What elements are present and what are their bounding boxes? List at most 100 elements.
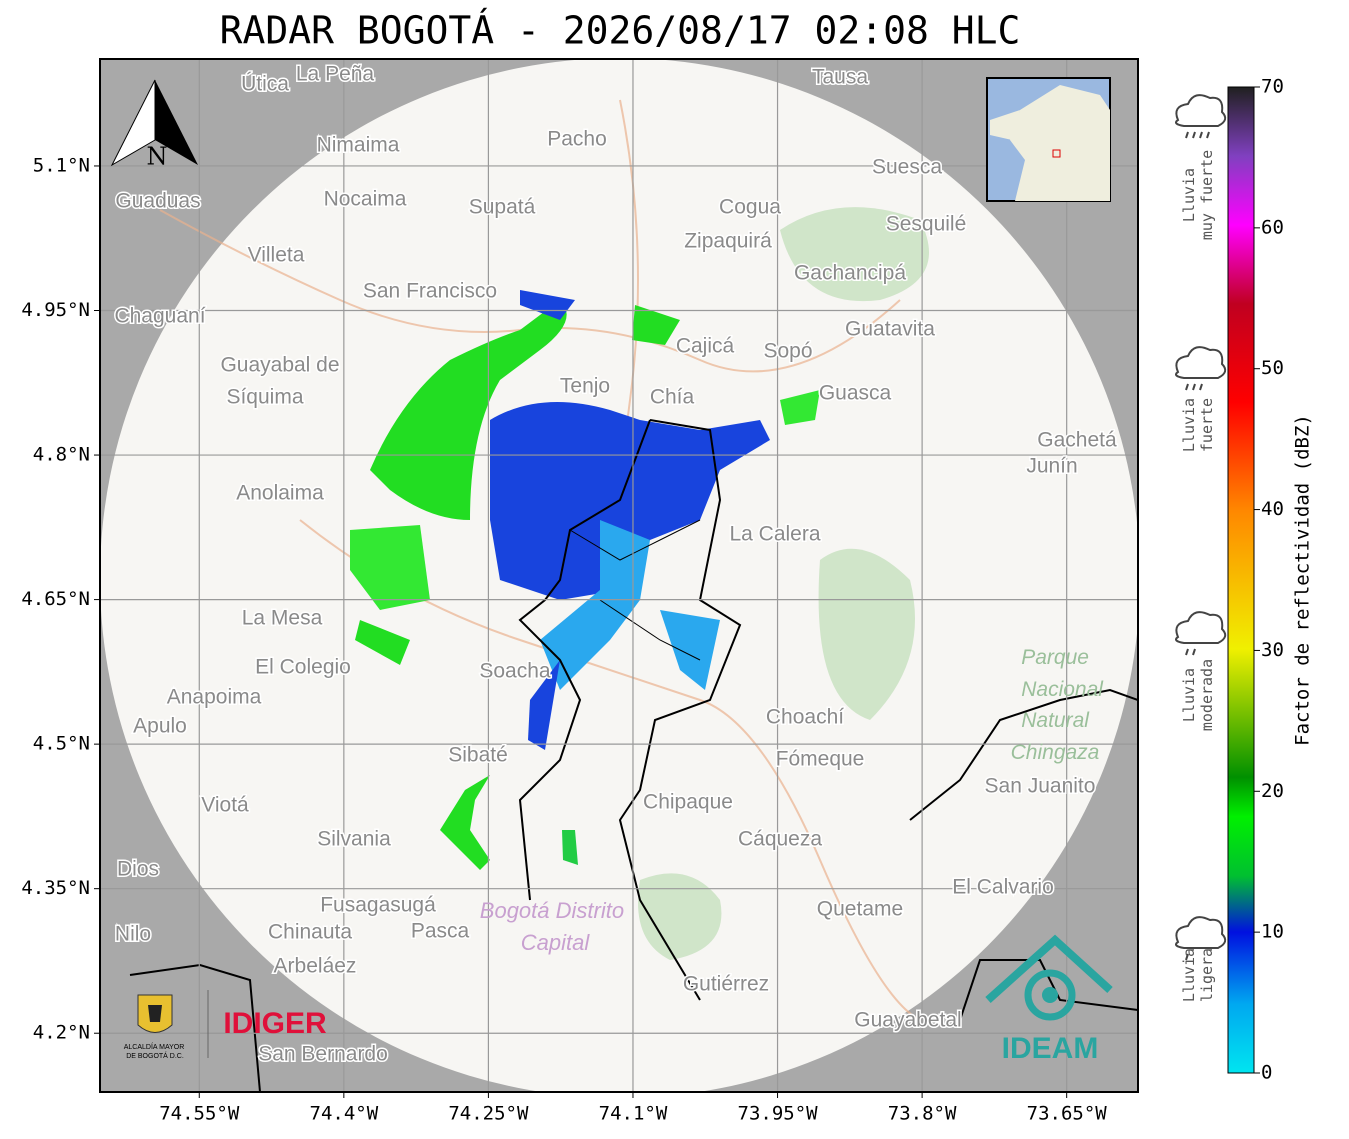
forest (638, 207, 929, 960)
place-label: Guayabetal (854, 1009, 961, 1032)
x-tick-label: 74.4°W (310, 1103, 379, 1125)
x-tick-label: 74.25°W (448, 1103, 529, 1125)
place-label: Dios (117, 858, 159, 881)
colorbar (1227, 86, 1255, 1074)
alcaldia-line: DE BOGOTÁ D.C. (126, 1051, 184, 1060)
intensity-line: moderada (1198, 659, 1216, 731)
map: Útica La Peña Tausa Pacho Nimaima Guaduas Noca… (100, 59, 1138, 1092)
place-label: Gachetá (1037, 429, 1117, 452)
x-tick-label: 73.95°W (738, 1103, 819, 1125)
place-label: Quetame (817, 898, 903, 921)
place-label: Nimaima (317, 134, 400, 157)
place-label: Villeta (248, 244, 305, 267)
x-tick-label: 73.8°W (888, 1103, 957, 1125)
y-tick-label: 5.1°N (33, 154, 90, 176)
place-label: San Francisco (363, 280, 497, 303)
place-label: Apulo (133, 715, 187, 738)
colorbar-label: Factor de reflectividad (dBZ) (1292, 414, 1314, 746)
inset-map (986, 77, 1111, 202)
place-label: Guaduas (115, 190, 200, 213)
place-label: Chinauta (268, 921, 352, 944)
colorbar-tick-label: 0 (1261, 1062, 1272, 1084)
place-label: Tausa (812, 66, 868, 89)
colorbar-tick-label: 60 (1261, 216, 1284, 238)
y-tick-label: 4.8°N (33, 444, 90, 466)
place-label: Gutiérrez (683, 973, 769, 996)
place-label: El Colegio (255, 656, 351, 679)
intensity-line: Lluvia (1180, 398, 1198, 452)
x-tick-label: 73.65°W (1027, 1103, 1108, 1125)
cloud-icon (1175, 94, 1227, 127)
place-label: Arbeláez (274, 955, 357, 978)
alcaldia-line: ALCALDÍA MAYOR (124, 1042, 185, 1051)
y-tick-label: 4.65°N (21, 588, 90, 610)
place-label: Anolaima (236, 482, 324, 505)
north-label: N (147, 143, 168, 171)
place-label: Cáqueza (738, 828, 822, 851)
intensity-label: Lluviamoderada (1180, 659, 1216, 731)
rain-drop (1206, 131, 1210, 139)
place-label: Chía (650, 386, 695, 409)
grid (100, 59, 1138, 1092)
rain-drop (1185, 648, 1189, 656)
map-frame (99, 58, 1139, 1093)
y-tick-label: 4.35°N (21, 877, 90, 899)
alcaldia-text: ALCALDÍA MAYOR DE BOGOTÁ D.C. (124, 1042, 187, 1060)
rain-drop (1185, 131, 1189, 139)
north-arrow: N (110, 79, 198, 171)
district-line: Bogotá Distrito (480, 898, 624, 923)
rain-drop (1199, 383, 1203, 391)
colorbar-tick-label: 20 (1261, 780, 1284, 802)
intensity-line: muy fuerte (1198, 150, 1216, 240)
cloud-icon (1175, 346, 1227, 379)
park-line: Natural (1021, 709, 1090, 732)
place-label: Nocaima (324, 188, 407, 211)
boundaries (129, 419, 1138, 1092)
x-tick-label: 74.1°W (599, 1103, 668, 1125)
district-label: Bogotá Distrito Capital (480, 898, 630, 955)
park-line: Parque (1021, 646, 1089, 669)
place-label: Viotá (201, 794, 249, 817)
rain-drop (1199, 131, 1203, 139)
intensity-line: fuerte (1198, 398, 1216, 452)
place-label: Gachancipá (794, 262, 906, 285)
place-label: Útica (241, 73, 289, 96)
place-label: Soacha (479, 660, 551, 683)
colorbar-tick-label: 70 (1261, 76, 1284, 98)
place-label: San Juanito (985, 775, 1096, 798)
colorbar-tick-label: 40 (1261, 498, 1284, 520)
colorbar-tick-label: 30 (1261, 639, 1284, 661)
place-label: El Calvario (952, 876, 1054, 899)
ideam-logo: IDEAM (985, 934, 1113, 1065)
rain-drop (1185, 953, 1189, 961)
radar-echoes (350, 290, 820, 870)
y-tick-label: 4.5°N (33, 733, 90, 755)
place-label: Nilo (115, 923, 151, 946)
cloud-icon (1175, 611, 1227, 644)
park-line: Nacional (1021, 678, 1104, 701)
place-label: Síquima (226, 386, 303, 409)
place-label: Tenjo (560, 375, 610, 398)
y-tick-label: 4.95°N (21, 299, 90, 321)
rain-drop (1192, 648, 1196, 656)
idiger-logo: IDIGER (223, 1007, 327, 1040)
intensity-line: Lluvia (1180, 668, 1198, 722)
colorbar-tick-label: 50 (1261, 357, 1284, 379)
ideam-text: IDEAM (1002, 1032, 1099, 1065)
rain-drop (1185, 383, 1189, 391)
place-label: La Peña (296, 63, 375, 86)
place-label: Sibaté (448, 744, 508, 767)
park-line: Chingaza (1011, 741, 1100, 764)
place-label: Guatavita (845, 318, 935, 341)
cloud-icon (1175, 916, 1227, 949)
intensity-line: Lluvia (1180, 168, 1198, 222)
intensity-label: Lluvialigera (1180, 948, 1216, 1002)
place-label: San Bernardo (258, 1043, 388, 1066)
place-label: Fusagasugá (320, 894, 436, 917)
place-label: Zipaquirá (684, 230, 772, 253)
place-label: Suesca (872, 156, 942, 179)
place-label: Sesquilé (886, 213, 967, 236)
intensity-line: Lluvia (1180, 948, 1198, 1002)
place-label: La Calera (729, 523, 820, 546)
